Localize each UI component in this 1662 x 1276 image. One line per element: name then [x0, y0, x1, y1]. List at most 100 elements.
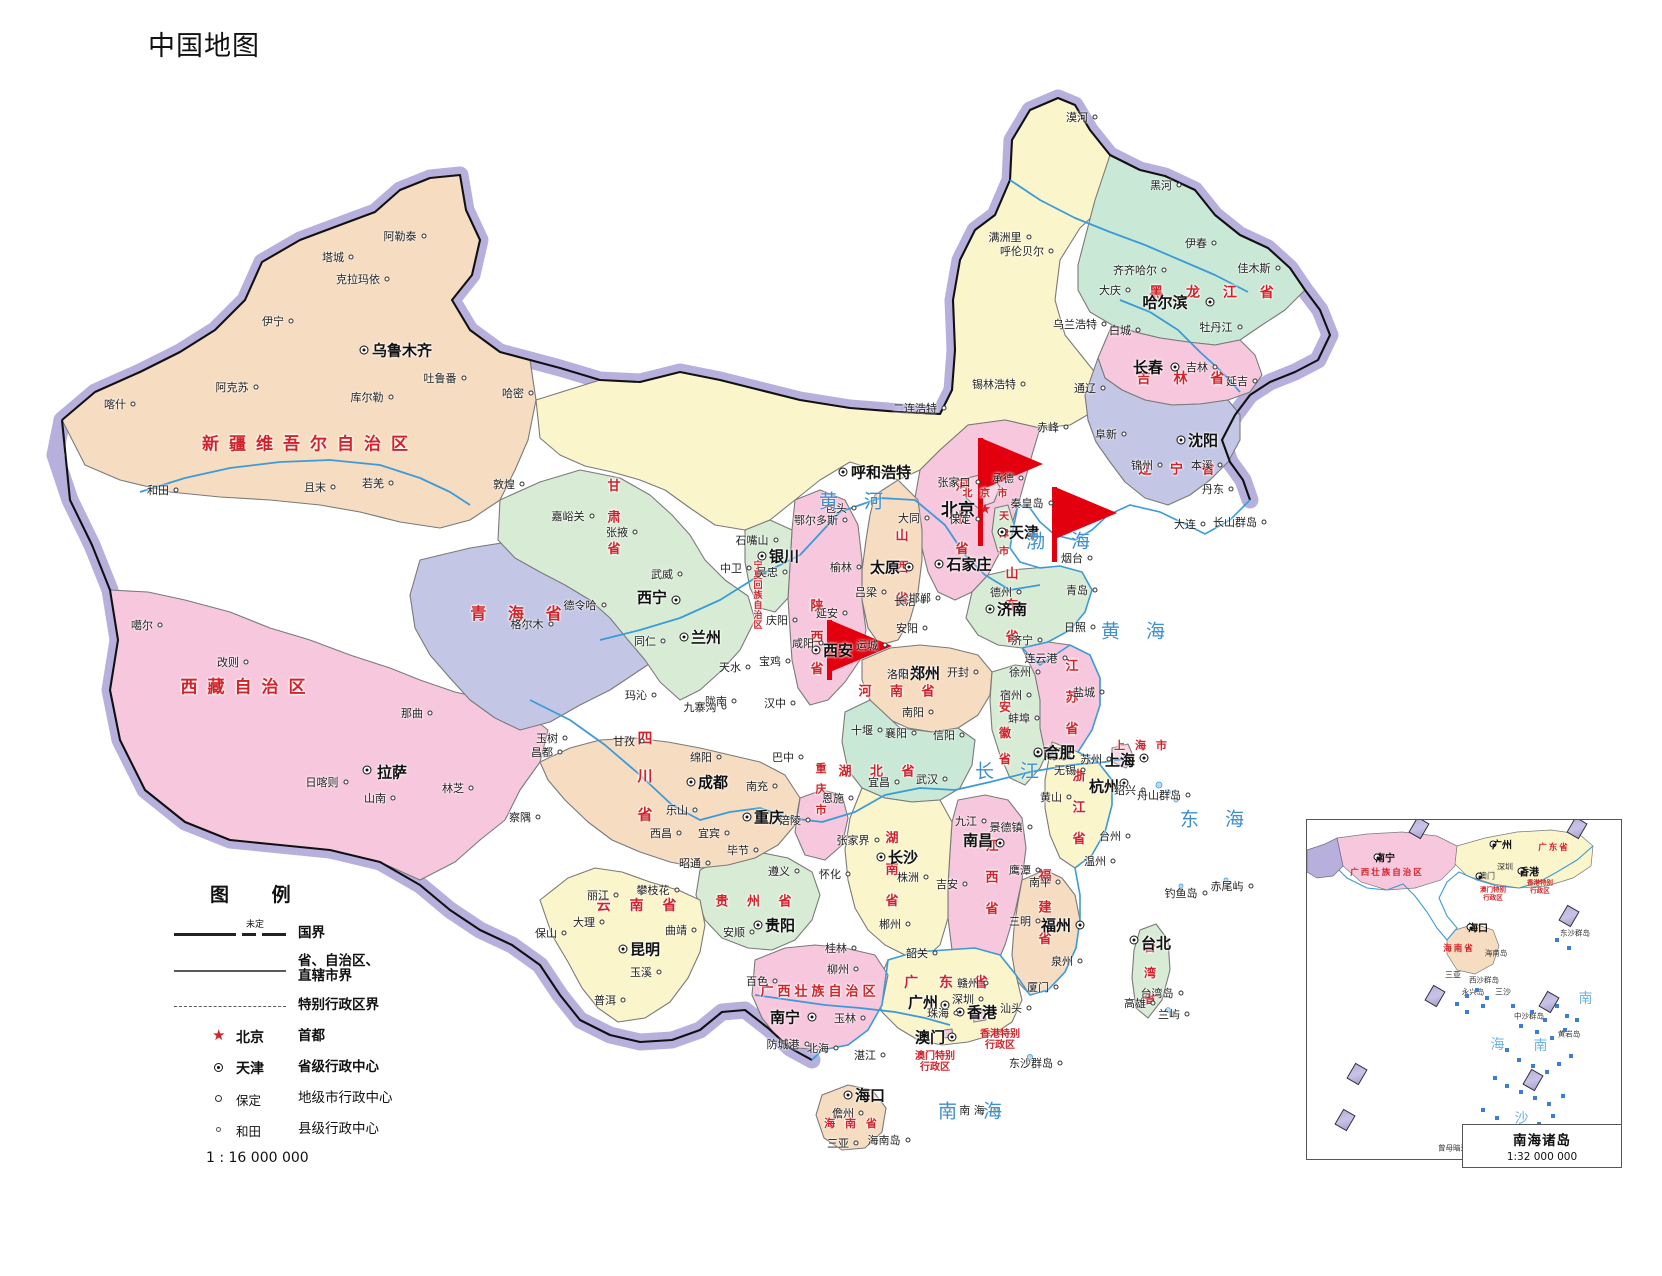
city-dot-icon	[1121, 431, 1127, 437]
city-dot-icon	[1237, 324, 1242, 330]
city-dot-icon	[804, 1041, 809, 1047]
inset-scale: 1:32 000 000	[1506, 1151, 1578, 1163]
city-dot-icon	[528, 390, 534, 396]
city-dot-icon	[1185, 792, 1191, 798]
province-capital-dot-icon	[1033, 747, 1043, 757]
city-dot-icon	[348, 254, 354, 260]
city-dot-icon	[1184, 1011, 1190, 1017]
double-circle-icon	[214, 1063, 223, 1072]
legend-row-prefecture: 保定 地级市行政中心	[170, 1088, 500, 1108]
map-pin-xian[interactable]	[827, 620, 897, 680]
city-dot-icon	[1176, 182, 1182, 188]
city-dot-icon	[978, 996, 984, 1002]
inset-map-south-china-sea[interactable]: 南宁 广西壮族自治区 广州 广东省 香港 深圳 海口 海南省 海南岛 三亚 三沙 西沙群岛 永兴岛 东沙群…	[1306, 819, 1622, 1160]
province-capital-dot-icon	[811, 645, 821, 655]
city-dot-icon	[1057, 1060, 1063, 1066]
city-dot-icon	[1062, 655, 1067, 661]
municipality-shanghai	[1111, 743, 1135, 769]
province-capital-dot-icon	[934, 559, 944, 569]
city-dot-icon	[975, 479, 980, 485]
city-dot-icon	[745, 664, 751, 670]
city-dot-icon	[962, 881, 968, 887]
city-dot-icon	[1018, 475, 1024, 481]
city-dot-icon	[1026, 692, 1032, 698]
city-dot-icon	[1077, 958, 1083, 964]
reef-dot-icon	[1455, 1002, 1459, 1006]
reef-dot-icon	[1550, 1036, 1554, 1040]
map-pin-beijing[interactable]	[978, 438, 1048, 546]
legend-label-sar-boundary: 特别行政区界	[298, 996, 379, 1013]
city-dot-icon	[1275, 265, 1280, 271]
city-dot-icon	[692, 807, 698, 813]
reef-dot-icon	[1495, 1116, 1499, 1120]
city-dot-icon	[421, 233, 426, 239]
city-dot-icon	[848, 795, 854, 801]
city-dot-icon	[928, 709, 934, 715]
province-liaoning	[1084, 357, 1241, 506]
province-capital-dot-icon	[679, 632, 689, 642]
province-capital-dot-icon	[995, 838, 1005, 848]
inset-guangxi	[1336, 831, 1458, 891]
legend-label-province-capital: 省级行政中心	[298, 1058, 379, 1075]
city-dot-icon	[905, 921, 911, 927]
province-hainan	[815, 1084, 887, 1151]
inset-land-purple	[1307, 837, 1344, 879]
city-dot-icon	[924, 515, 930, 521]
reef-dot-icon	[1535, 1030, 1539, 1034]
province-capital-dot-icon	[1170, 362, 1180, 372]
city-dot-icon	[676, 830, 682, 836]
city-dot-icon	[953, 1010, 959, 1016]
city-dot-icon	[842, 517, 848, 523]
city-dot-icon	[288, 318, 294, 324]
reef-dot-icon	[1565, 1014, 1569, 1018]
city-dot-icon	[1202, 890, 1207, 896]
reef-dot-icon	[1505, 1048, 1509, 1052]
reef-dot-icon	[1485, 996, 1489, 1000]
city-dot-icon	[535, 814, 541, 820]
city-dot-icon	[881, 589, 887, 595]
city-dot-icon	[1048, 248, 1054, 254]
province-capital-dot-icon	[898, 668, 908, 678]
city-dot-icon	[818, 640, 824, 646]
city-dot-icon	[1200, 521, 1206, 527]
city-dot-icon	[656, 969, 662, 975]
reef-dot-icon	[1481, 1004, 1485, 1008]
reef-dot-icon	[1551, 1114, 1555, 1118]
legend: 图 例 未定 国界 省、自治区、 直辖市界 特别行政区界 ★ 北京 首都	[170, 880, 500, 1166]
city-dot-icon	[1035, 867, 1041, 873]
reef-dot-icon	[1533, 1096, 1537, 1100]
inset-capital-dot-icon	[1373, 853, 1381, 861]
province-capital-dot-icon	[1139, 753, 1149, 763]
legend-heading: 图 例	[210, 884, 309, 906]
municipality-chongqing	[794, 789, 849, 861]
legend-row-capital: ★ 北京 首都	[170, 1026, 500, 1047]
city-dot-icon	[772, 783, 778, 789]
legend-city-prefecture: 保定	[236, 1093, 262, 1108]
map-pin-tianjin[interactable]	[1052, 487, 1122, 562]
city-dot-icon	[942, 776, 948, 782]
capital-star-icon: ★	[978, 501, 992, 518]
city-dot-icon	[691, 927, 697, 933]
province-capital-dot-icon	[947, 1032, 957, 1042]
city-dot-icon	[601, 602, 606, 608]
city-dot-icon	[130, 401, 136, 407]
city-dot-icon	[1157, 462, 1163, 468]
city-dot-icon	[1140, 787, 1146, 793]
province-shanxi	[861, 479, 923, 646]
city-dot-icon	[880, 1052, 886, 1058]
city-dot-icon	[882, 642, 888, 648]
city-dot-icon	[973, 669, 979, 675]
city-dot-icon	[427, 710, 433, 716]
city-dot-icon	[1099, 689, 1105, 695]
city-dot-icon	[1135, 327, 1141, 333]
province-boundary-symbol	[170, 959, 288, 979]
tiny-circle-icon	[216, 1127, 221, 1132]
province-xinjiang	[61, 174, 537, 529]
legend-label-county: 县级行政中心	[298, 1120, 379, 1137]
city-dot-icon	[853, 966, 859, 972]
city-dot-icon	[677, 571, 683, 577]
city-dot-icon	[911, 730, 917, 736]
inset-geometry	[1307, 829, 1594, 975]
city-dot-icon	[1026, 1005, 1032, 1011]
